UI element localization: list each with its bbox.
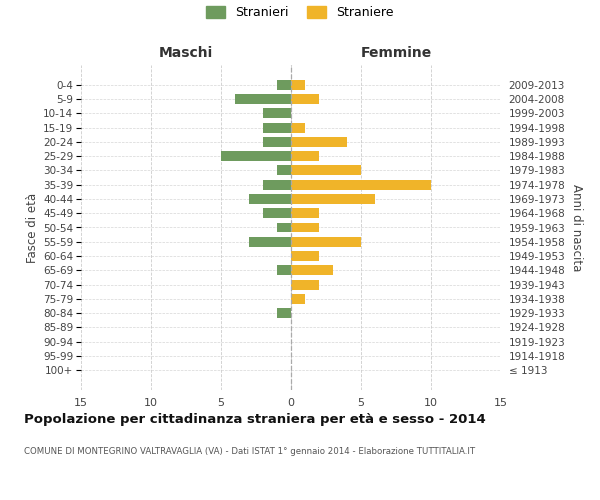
Bar: [263, 137, 291, 147]
Bar: [235, 94, 291, 104]
Bar: [291, 166, 361, 175]
Bar: [221, 151, 291, 161]
Bar: [291, 94, 319, 104]
Y-axis label: Fasce di età: Fasce di età: [26, 192, 39, 262]
Bar: [291, 222, 319, 232]
Text: Femmine: Femmine: [361, 46, 431, 60]
Bar: [291, 151, 319, 161]
Text: COMUNE DI MONTEGRINO VALTRAVAGLIA (VA) - Dati ISTAT 1° gennaio 2014 - Elaborazio: COMUNE DI MONTEGRINO VALTRAVAGLIA (VA) -…: [24, 448, 475, 456]
Bar: [277, 266, 291, 276]
Legend: Stranieri, Straniere: Stranieri, Straniere: [206, 6, 394, 19]
Bar: [291, 280, 319, 289]
Bar: [291, 237, 361, 247]
Bar: [291, 80, 305, 90]
Bar: [263, 180, 291, 190]
Bar: [277, 308, 291, 318]
Text: Popolazione per cittadinanza straniera per età e sesso - 2014: Popolazione per cittadinanza straniera p…: [24, 412, 486, 426]
Bar: [249, 194, 291, 204]
Bar: [277, 166, 291, 175]
Bar: [263, 108, 291, 118]
Bar: [277, 80, 291, 90]
Text: Maschi: Maschi: [159, 46, 213, 60]
Bar: [249, 237, 291, 247]
Y-axis label: Anni di nascita: Anni di nascita: [569, 184, 583, 271]
Bar: [291, 194, 375, 204]
Bar: [291, 180, 431, 190]
Bar: [291, 251, 319, 261]
Bar: [291, 208, 319, 218]
Bar: [291, 294, 305, 304]
Bar: [263, 208, 291, 218]
Bar: [277, 222, 291, 232]
Bar: [263, 122, 291, 132]
Bar: [291, 137, 347, 147]
Bar: [291, 266, 333, 276]
Bar: [291, 122, 305, 132]
